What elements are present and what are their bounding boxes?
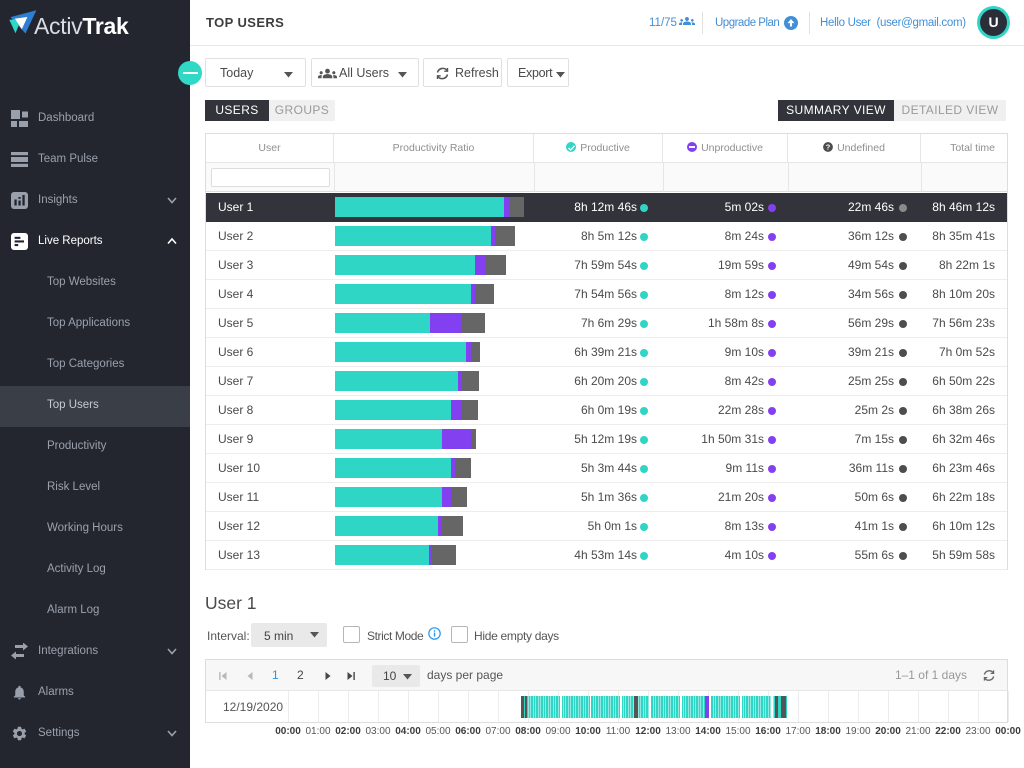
- svg-text:ActivTrak: ActivTrak: [34, 13, 129, 39]
- svg-text:?: ?: [826, 143, 831, 152]
